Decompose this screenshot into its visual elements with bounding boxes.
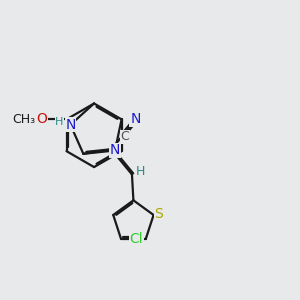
Text: N: N — [65, 118, 76, 132]
Text: O: O — [36, 112, 47, 126]
Text: H: H — [55, 117, 64, 128]
Text: C: C — [120, 130, 129, 143]
Text: Cl: Cl — [130, 232, 143, 246]
Text: CH₃: CH₃ — [12, 113, 35, 126]
Text: H: H — [136, 165, 145, 178]
Text: N: N — [130, 112, 140, 126]
Text: S: S — [154, 206, 163, 220]
Text: N: N — [110, 143, 120, 158]
